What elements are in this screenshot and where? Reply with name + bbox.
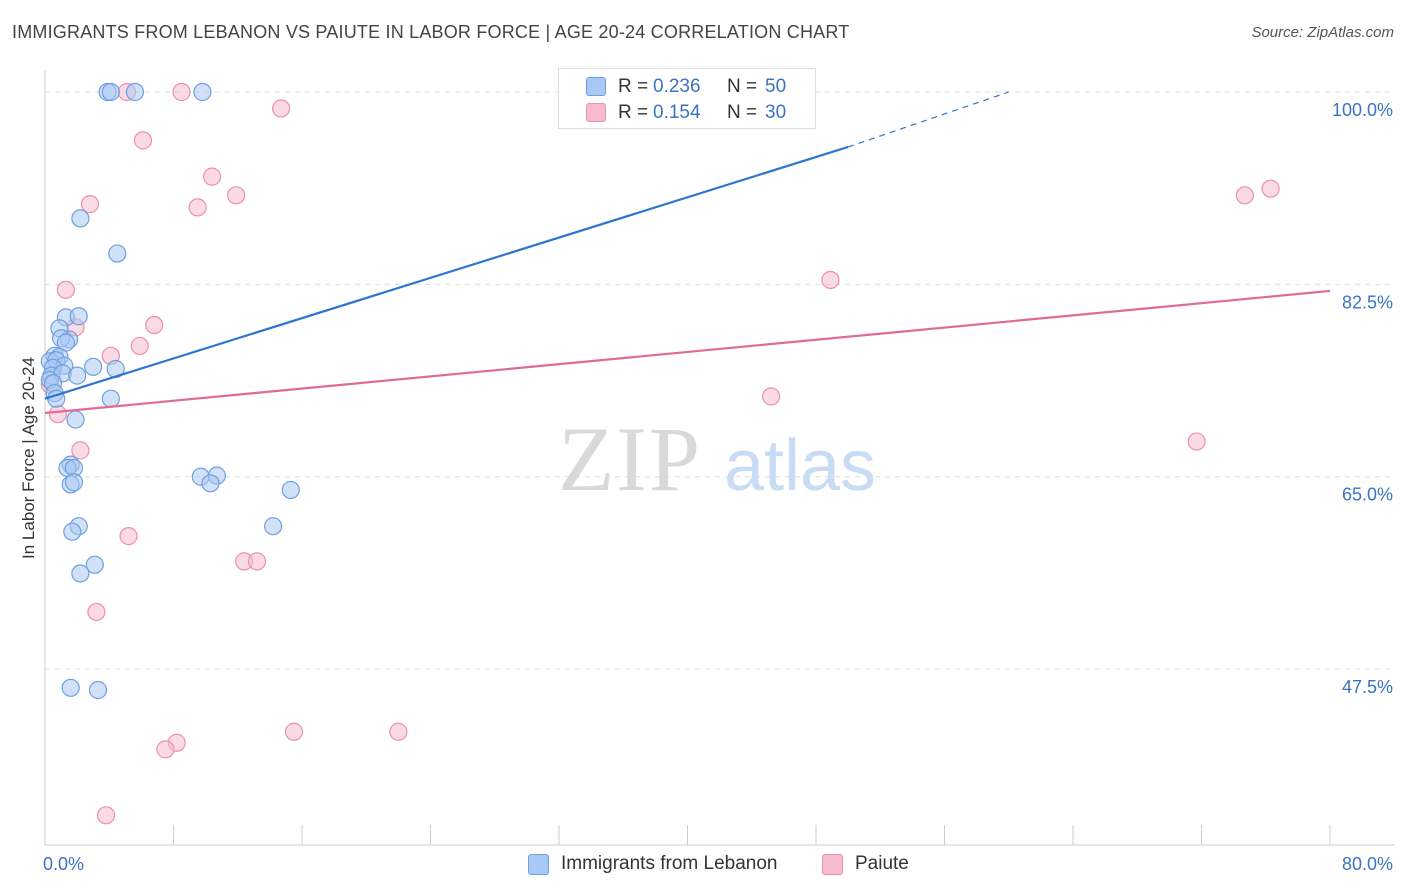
paiute-swatch bbox=[822, 854, 843, 875]
paiute-point bbox=[1187, 432, 1206, 451]
lebanon-point bbox=[71, 564, 90, 583]
x-tick-label: 0.0% bbox=[43, 854, 84, 874]
n-value: 30 bbox=[765, 102, 787, 123]
lebanon-point bbox=[68, 366, 87, 385]
lebanon-point bbox=[263, 517, 283, 536]
paiute-point bbox=[80, 195, 100, 214]
paiute-point bbox=[188, 198, 207, 217]
chart-source: Source: ZipAtlas.com bbox=[1251, 24, 1394, 41]
paiute-point bbox=[48, 404, 67, 424]
paiute-trend-line bbox=[44, 289, 1331, 415]
stats-row-lebanon: R = 0.236 N = 50 bbox=[559, 74, 815, 100]
legend-item-lebanon[interactable]: Immigrants from Lebanon bbox=[528, 851, 798, 879]
paiute-point bbox=[71, 441, 90, 460]
paiute-point bbox=[156, 740, 175, 759]
lebanon-point bbox=[85, 555, 104, 574]
paiute-point bbox=[119, 526, 138, 546]
stats-legend: R = 0.236 N = 50 R = 0.154 N = 30 bbox=[558, 68, 816, 129]
paiute-point bbox=[87, 602, 106, 622]
n-label: N = bbox=[727, 76, 758, 97]
lebanon-point bbox=[108, 244, 127, 263]
tick-labels: 100.0% 82.5% 65.0% 47.5% 0.0% 80.0% bbox=[43, 100, 1393, 874]
lebanon-point bbox=[64, 473, 84, 492]
lebanon-point bbox=[281, 480, 300, 500]
lebanon-swatch bbox=[586, 77, 606, 96]
paiute-point bbox=[272, 99, 291, 118]
paiute-point bbox=[389, 722, 408, 741]
paiute-point bbox=[133, 131, 153, 150]
series-lebanon-points bbox=[40, 82, 739, 700]
r-label: R = bbox=[618, 102, 649, 123]
lebanon-point bbox=[193, 82, 212, 102]
lebanon-point bbox=[101, 82, 120, 102]
stats-row-paiute: R = 0.154 N = 30 bbox=[559, 100, 815, 126]
gridlines bbox=[45, 91, 1395, 670]
watermark-zip: ZIP bbox=[558, 408, 702, 510]
y-tick-label: 82.5% bbox=[1342, 292, 1393, 312]
legend-label: Paiute bbox=[855, 853, 909, 874]
x-tick-label: 80.0% bbox=[1342, 854, 1393, 874]
watermark: ZIP atlas bbox=[558, 408, 876, 510]
y-tick-label: 100.0% bbox=[1332, 100, 1393, 120]
lebanon-point bbox=[71, 209, 90, 228]
axes bbox=[44, 70, 1395, 846]
paiute-point bbox=[284, 722, 304, 741]
paiute-point bbox=[202, 167, 222, 186]
lebanon-point bbox=[63, 522, 82, 541]
lebanon-point bbox=[88, 680, 108, 700]
lebanon-trend-extension bbox=[847, 91, 1009, 148]
lebanon-point bbox=[125, 82, 145, 102]
lebanon-point bbox=[101, 389, 120, 408]
lebanon-trend-line bbox=[44, 145, 849, 400]
lebanon-point bbox=[61, 678, 80, 697]
paiute-point bbox=[821, 270, 840, 290]
legend-label: Immigrants from Lebanon bbox=[561, 853, 778, 874]
y-axis-label: In Labor Force | Age 20-24 bbox=[19, 357, 38, 559]
legend-item-paiute[interactable]: Paiute bbox=[822, 851, 922, 879]
n-label: N = bbox=[727, 102, 758, 123]
n-value: 50 bbox=[765, 76, 787, 97]
paiute-point bbox=[96, 806, 116, 825]
trend-lines bbox=[44, 91, 1331, 415]
paiute-point bbox=[130, 336, 149, 356]
paiute-point bbox=[1261, 179, 1280, 198]
paiute-point bbox=[247, 552, 267, 571]
series-legend: Immigrants from Lebanon Paiute bbox=[0, 851, 1406, 879]
r-value: 0.236 bbox=[653, 76, 701, 97]
paiute-point bbox=[1235, 186, 1254, 205]
lebanon-point bbox=[84, 357, 103, 376]
y-tick-label: 47.5% bbox=[1342, 677, 1393, 697]
paiute-point bbox=[56, 280, 75, 299]
paiute-point bbox=[227, 186, 246, 205]
chart-title: IMMIGRANTS FROM LEBANON VS PAIUTE IN LAB… bbox=[12, 22, 850, 42]
lebanon-point bbox=[201, 474, 220, 493]
lebanon-point bbox=[66, 410, 85, 429]
paiute-swatch bbox=[586, 103, 606, 122]
y-tick-label: 65.0% bbox=[1342, 485, 1393, 505]
paiute-point bbox=[761, 387, 781, 406]
watermark-atlas: atlas bbox=[724, 426, 876, 506]
lebanon-swatch bbox=[528, 854, 549, 875]
r-label: R = bbox=[618, 76, 649, 97]
paiute-point bbox=[145, 315, 164, 335]
r-value: 0.154 bbox=[653, 102, 701, 123]
lebanon-point bbox=[69, 307, 88, 326]
paiute-point bbox=[172, 82, 191, 102]
